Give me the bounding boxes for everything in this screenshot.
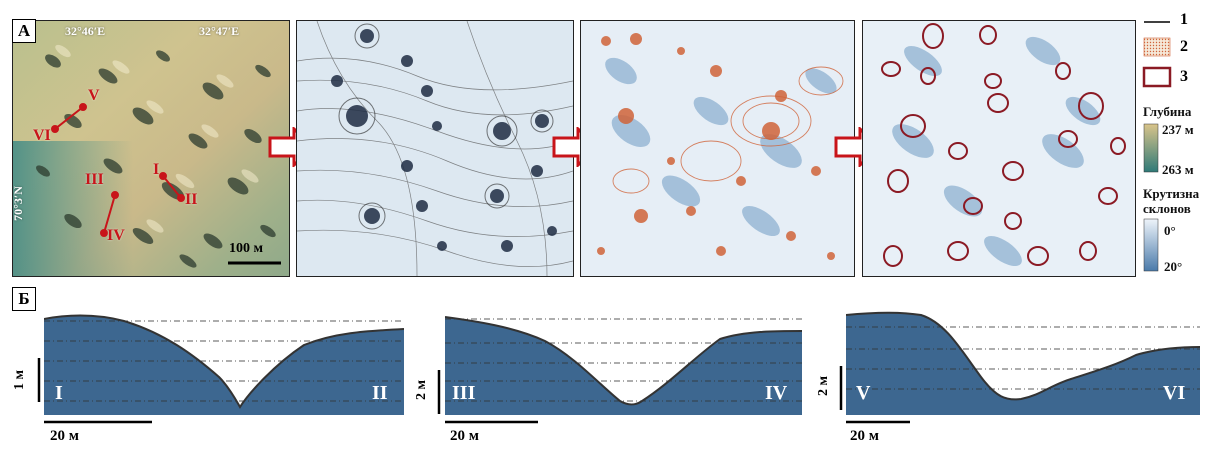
profile-1-end: II bbox=[372, 382, 388, 404]
profile-2-vscale-bar bbox=[437, 370, 441, 414]
profile-v-vi bbox=[846, 311, 1200, 415]
panel-label-b: Б bbox=[12, 287, 36, 311]
point-label-iii: III bbox=[85, 171, 104, 188]
legend-depth-max: 263 м bbox=[1162, 162, 1194, 177]
profile-1-hscale-bar bbox=[44, 420, 152, 424]
panel-label-a: А bbox=[12, 19, 36, 43]
profile-3-vscale: 2 м bbox=[816, 375, 832, 397]
map-scale-label: 100 м bbox=[229, 241, 264, 256]
profile-1-vscale-bar bbox=[37, 358, 41, 402]
point-label-iv: IV bbox=[107, 227, 125, 244]
contour-image bbox=[297, 21, 573, 276]
bathymetry-image bbox=[13, 21, 289, 276]
bathymetry-map: 32°46′E 32°47′E 70°3′N V VI I II III IV … bbox=[12, 20, 290, 277]
profile-3-hscale: 20 м bbox=[850, 428, 879, 444]
profile-2-start: III bbox=[452, 382, 476, 404]
profile-3-hscale-bar bbox=[846, 420, 910, 424]
coord-lon-2: 32°47′E bbox=[199, 24, 240, 38]
point-label-vi: VI bbox=[33, 127, 51, 144]
legend-slope-title-1: Крутизна bbox=[1143, 186, 1200, 201]
contour-map bbox=[296, 20, 574, 277]
profile-2-vscale: 2 м bbox=[414, 379, 430, 401]
legend-item-1: 1 bbox=[1180, 11, 1188, 28]
profile-2-hscale: 20 м bbox=[450, 428, 479, 444]
profile-2-end: IV bbox=[765, 382, 788, 404]
point-label-ii: II bbox=[185, 191, 198, 208]
coord-lon-1: 32°46′E bbox=[65, 24, 106, 38]
profile-3-start: V bbox=[856, 382, 871, 404]
profile-1-vscale: 1 м bbox=[12, 369, 28, 391]
profile-3-end: VI bbox=[1163, 382, 1186, 404]
outline-map bbox=[862, 20, 1136, 277]
legend-item-3: 3 bbox=[1180, 68, 1188, 85]
slope-contour-map bbox=[580, 20, 855, 277]
legend bbox=[1142, 21, 1172, 272]
profile-1-start: I bbox=[55, 382, 63, 404]
point-label-v: V bbox=[88, 87, 100, 104]
legend-depth-min: 237 м bbox=[1162, 122, 1194, 137]
profile-3-vscale-bar bbox=[839, 366, 843, 410]
profile-1-hscale: 20 м bbox=[50, 428, 79, 444]
legend-depth-title: Глубина bbox=[1143, 104, 1192, 119]
slope-contour-image bbox=[581, 21, 854, 276]
point-label-i: I bbox=[153, 161, 160, 178]
profile-iii-iv bbox=[445, 316, 802, 415]
profile-i-ii bbox=[44, 314, 404, 415]
legend-item-2: 2 bbox=[1180, 38, 1188, 55]
legend-slope-max: 20° bbox=[1164, 259, 1183, 274]
legend-slope-min: 0° bbox=[1164, 223, 1176, 238]
profile-2-hscale-bar bbox=[445, 420, 538, 424]
legend-slope-title-2: склонов bbox=[1143, 201, 1191, 216]
outline-image bbox=[863, 21, 1135, 276]
coord-lat: 70°3′N bbox=[12, 186, 25, 221]
